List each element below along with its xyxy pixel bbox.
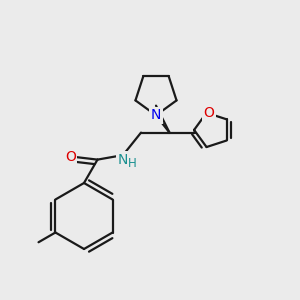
- Text: O: O: [203, 106, 214, 120]
- Text: H: H: [128, 157, 137, 170]
- Text: N: N: [151, 108, 161, 122]
- Text: O: O: [65, 150, 76, 164]
- Text: N: N: [118, 153, 128, 166]
